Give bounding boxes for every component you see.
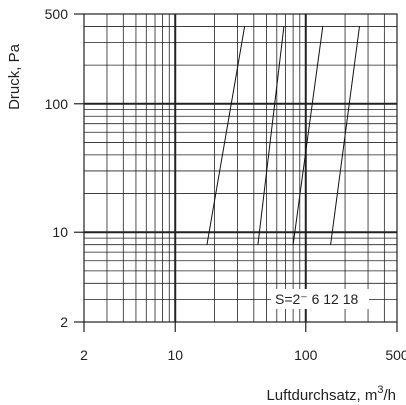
grid <box>83 13 398 323</box>
y-tick-label: 10 <box>52 224 68 240</box>
x-axis-title: Luftdurchsatz, m3/h <box>266 384 396 404</box>
annotation-text: S=2⁻ 6 12 18 <box>275 291 359 307</box>
annotation-background <box>271 289 369 309</box>
y-tick-label: 2 <box>60 314 68 330</box>
ticks: 2 10 100 500 2 10 100 500 <box>45 6 406 363</box>
x-tick-label: 100 <box>294 347 318 363</box>
x-tick-label: 10 <box>167 347 183 363</box>
series-line <box>330 26 360 245</box>
y-axis-title: Druck, Pa <box>6 43 23 110</box>
x-tick-label: 500 <box>385 347 406 363</box>
series-line <box>292 26 324 245</box>
annotation-box: S=2⁻ 6 12 18 <box>271 289 369 309</box>
series-lines <box>206 26 360 245</box>
series-line <box>206 26 246 245</box>
y-tick-label: 500 <box>45 6 69 22</box>
plot-border <box>83 13 398 323</box>
y-tick-label: 100 <box>45 96 69 112</box>
series-line <box>257 26 285 245</box>
x-tick-label: 2 <box>80 347 88 363</box>
